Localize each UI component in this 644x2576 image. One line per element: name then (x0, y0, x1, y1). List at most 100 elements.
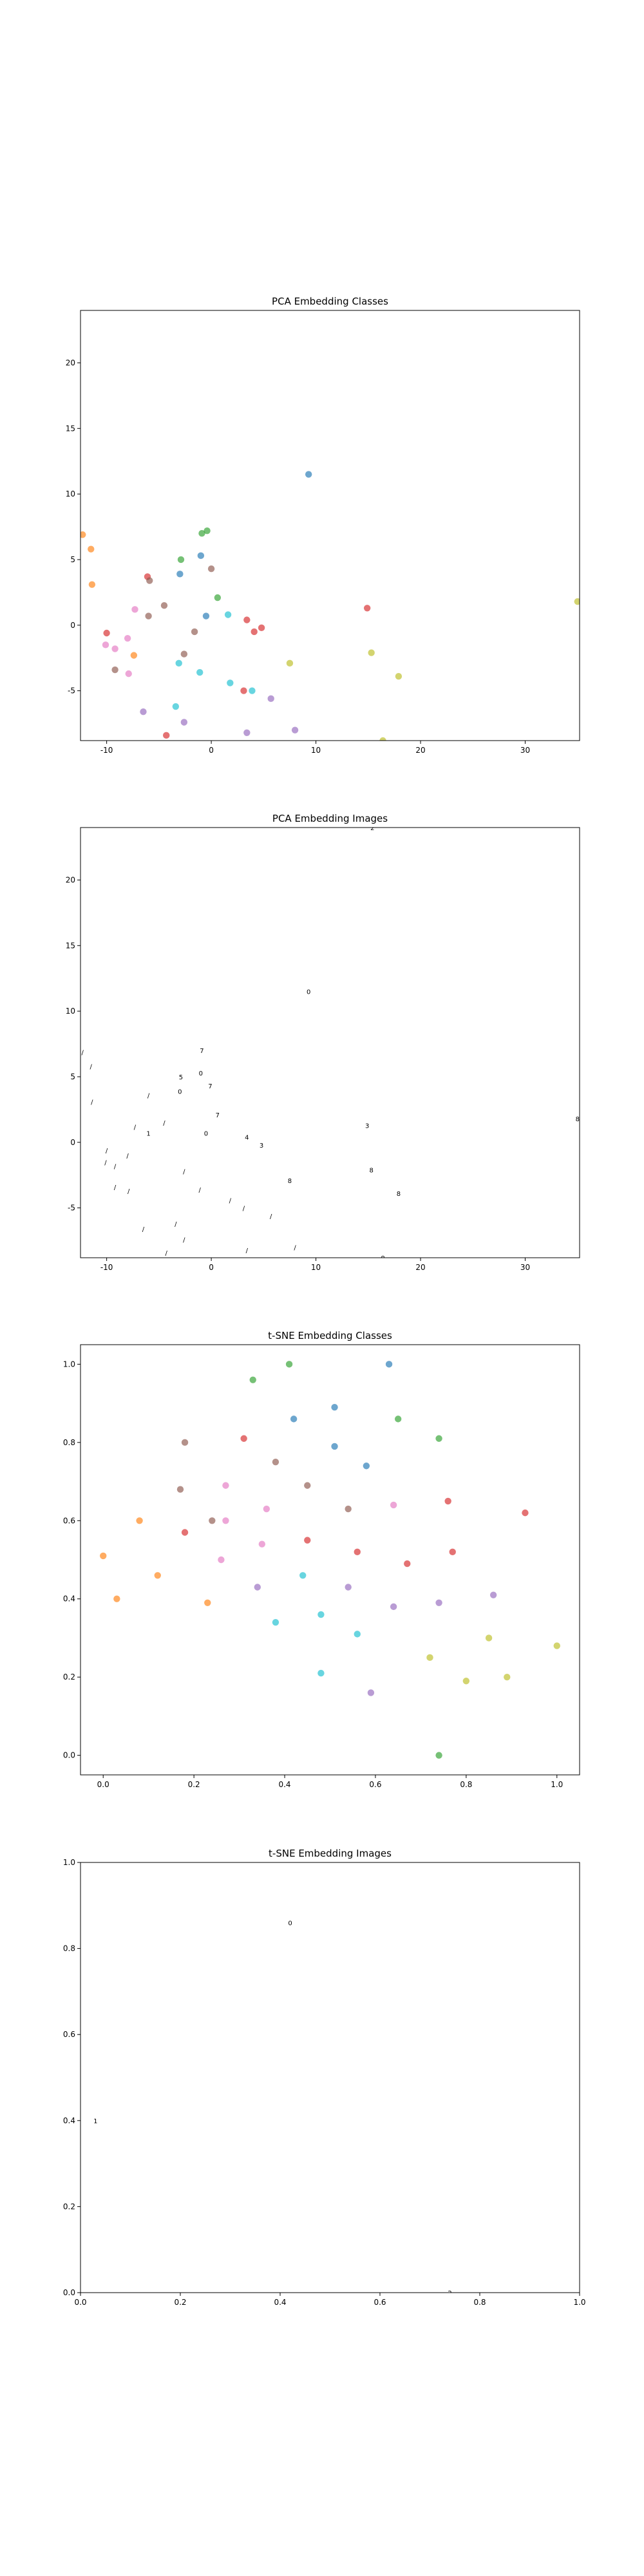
y-tick-label: -5 (68, 687, 75, 696)
scatter-point (177, 556, 185, 564)
digit-image-marker: 8 (576, 1116, 580, 1123)
scatter-point (345, 1505, 352, 1513)
scatter-point (267, 695, 274, 703)
scatter-point (435, 1435, 442, 1442)
y-tick-label: 10 (66, 489, 75, 498)
x-tick-label: 0.4 (274, 2298, 286, 2307)
x-tick-label: 20 (415, 1263, 425, 1272)
digit-image-marker: / (142, 1226, 145, 1233)
x-tick-label: 0.8 (460, 1780, 472, 1789)
digit-image-marker: / (294, 1245, 296, 1252)
scatter-point (258, 624, 265, 632)
scatter-point (131, 606, 138, 613)
digit-image-marker: 8 (288, 1178, 292, 1185)
scatter-point (146, 577, 153, 584)
scatter-point (181, 1439, 189, 1446)
digit-image-marker: 7 (200, 1048, 204, 1055)
y-tick-label: 0.6 (63, 2030, 75, 2039)
digit-image-marker: 8 (381, 1255, 384, 1262)
scatter-point (272, 1458, 279, 1466)
scatter-point (113, 1595, 120, 1602)
y-tick-label: 0.0 (63, 2288, 75, 2297)
plot-frame (80, 310, 580, 741)
x-tick-label: 0.6 (374, 2298, 386, 2307)
scatter-point (285, 1361, 293, 1368)
x-tick-label: 0 (209, 746, 214, 755)
scatter-point (331, 1443, 338, 1450)
digit-image-marker: 0 (178, 1088, 182, 1095)
plot-frame (80, 1862, 580, 2293)
scatter-point (140, 708, 147, 715)
digit-image-marker: 3 (365, 1122, 369, 1130)
scatter-point (304, 1537, 311, 1544)
scatter-point (462, 1678, 470, 1685)
x-tick-label: 30 (520, 1263, 530, 1272)
y-tick-label: 0.8 (63, 1944, 75, 1953)
scatter-point (305, 471, 312, 478)
scatter-point (176, 1486, 184, 1493)
chart-panel-4: t-SNE Embedding Images 0 1 2 0.0 0.2 0.4 0.6 0.8… (63, 1848, 586, 2307)
y-tick-label: 15 (66, 424, 75, 433)
scatter-point (130, 652, 138, 659)
y-tick-label: 1.0 (63, 1858, 75, 1867)
scatter-point (299, 1572, 307, 1579)
scatter-point (354, 1631, 361, 1638)
scatter-point (363, 605, 371, 612)
scatter-point (254, 1584, 261, 1591)
y-tick-label: 5 (70, 1072, 75, 1081)
y-tick-label: 5 (70, 555, 75, 564)
scatter-point (111, 645, 118, 652)
digit-image-marker: / (134, 1124, 137, 1131)
x-tick-label: 20 (415, 746, 425, 755)
scatter-point (504, 1673, 511, 1681)
chart-panel-1: PCA Embedding Classes -10 0 10 20 30 -5 0 5 10 15 2… (66, 296, 580, 755)
scatter-point (204, 527, 211, 535)
y-tick-label: 0.8 (63, 1438, 75, 1447)
scatter-point (272, 1618, 279, 1626)
scatter-point (426, 1654, 433, 1662)
scatter-point (367, 1689, 375, 1696)
digit-image-marker: / (82, 1049, 84, 1056)
chart-title: PCA Embedding Classes (272, 296, 388, 307)
scatter-point (345, 1584, 352, 1591)
scatter-point (240, 687, 247, 694)
scatter-point (145, 612, 152, 620)
x-tick-label: 0 (209, 1263, 214, 1272)
scatter-point (209, 1517, 216, 1524)
digit-image-marker: / (104, 1159, 107, 1166)
scatter-point (125, 670, 132, 677)
scatter-point (218, 1556, 225, 1564)
x-tick-label: -10 (100, 1263, 113, 1272)
y-tick-label: 0.2 (63, 1672, 75, 1681)
scatter-point (111, 666, 118, 674)
scatter-point (249, 687, 256, 694)
scatter-point (88, 545, 95, 553)
points-layer: 0 1 2 (93, 1920, 452, 2293)
digit-image-marker: / (243, 1206, 245, 1213)
scatter-point (390, 1501, 397, 1509)
scatter-point (88, 581, 96, 588)
scatter-point (222, 1517, 229, 1524)
scatter-point (394, 1416, 402, 1423)
digit-image-marker: 3 (260, 1142, 263, 1150)
digit-image-marker: 8 (369, 1168, 373, 1175)
scatter-point (489, 1591, 497, 1598)
digit-image-marker: 0 (199, 1070, 203, 1077)
scatter-point (175, 659, 182, 667)
x-tick-label: 0.2 (174, 2298, 186, 2307)
x-tick-label: 0.8 (473, 2298, 486, 2307)
scatter-point (198, 530, 205, 537)
y-tick-label: -5 (68, 1204, 75, 1213)
points-layer (80, 471, 580, 741)
x-tick-label: 0.2 (188, 1780, 200, 1789)
digit-image-marker: 0 (307, 989, 310, 996)
scatter-point (485, 1634, 493, 1642)
scatter-point (154, 1572, 161, 1579)
scatter-point (124, 634, 131, 642)
y-tick-label: 1.0 (63, 1359, 75, 1368)
scatter-point (354, 1548, 361, 1556)
y-tick-label: 0 (70, 1138, 75, 1147)
scatter-point (317, 1611, 325, 1618)
digit-image-marker: / (114, 1163, 117, 1170)
scatter-point (291, 726, 299, 734)
